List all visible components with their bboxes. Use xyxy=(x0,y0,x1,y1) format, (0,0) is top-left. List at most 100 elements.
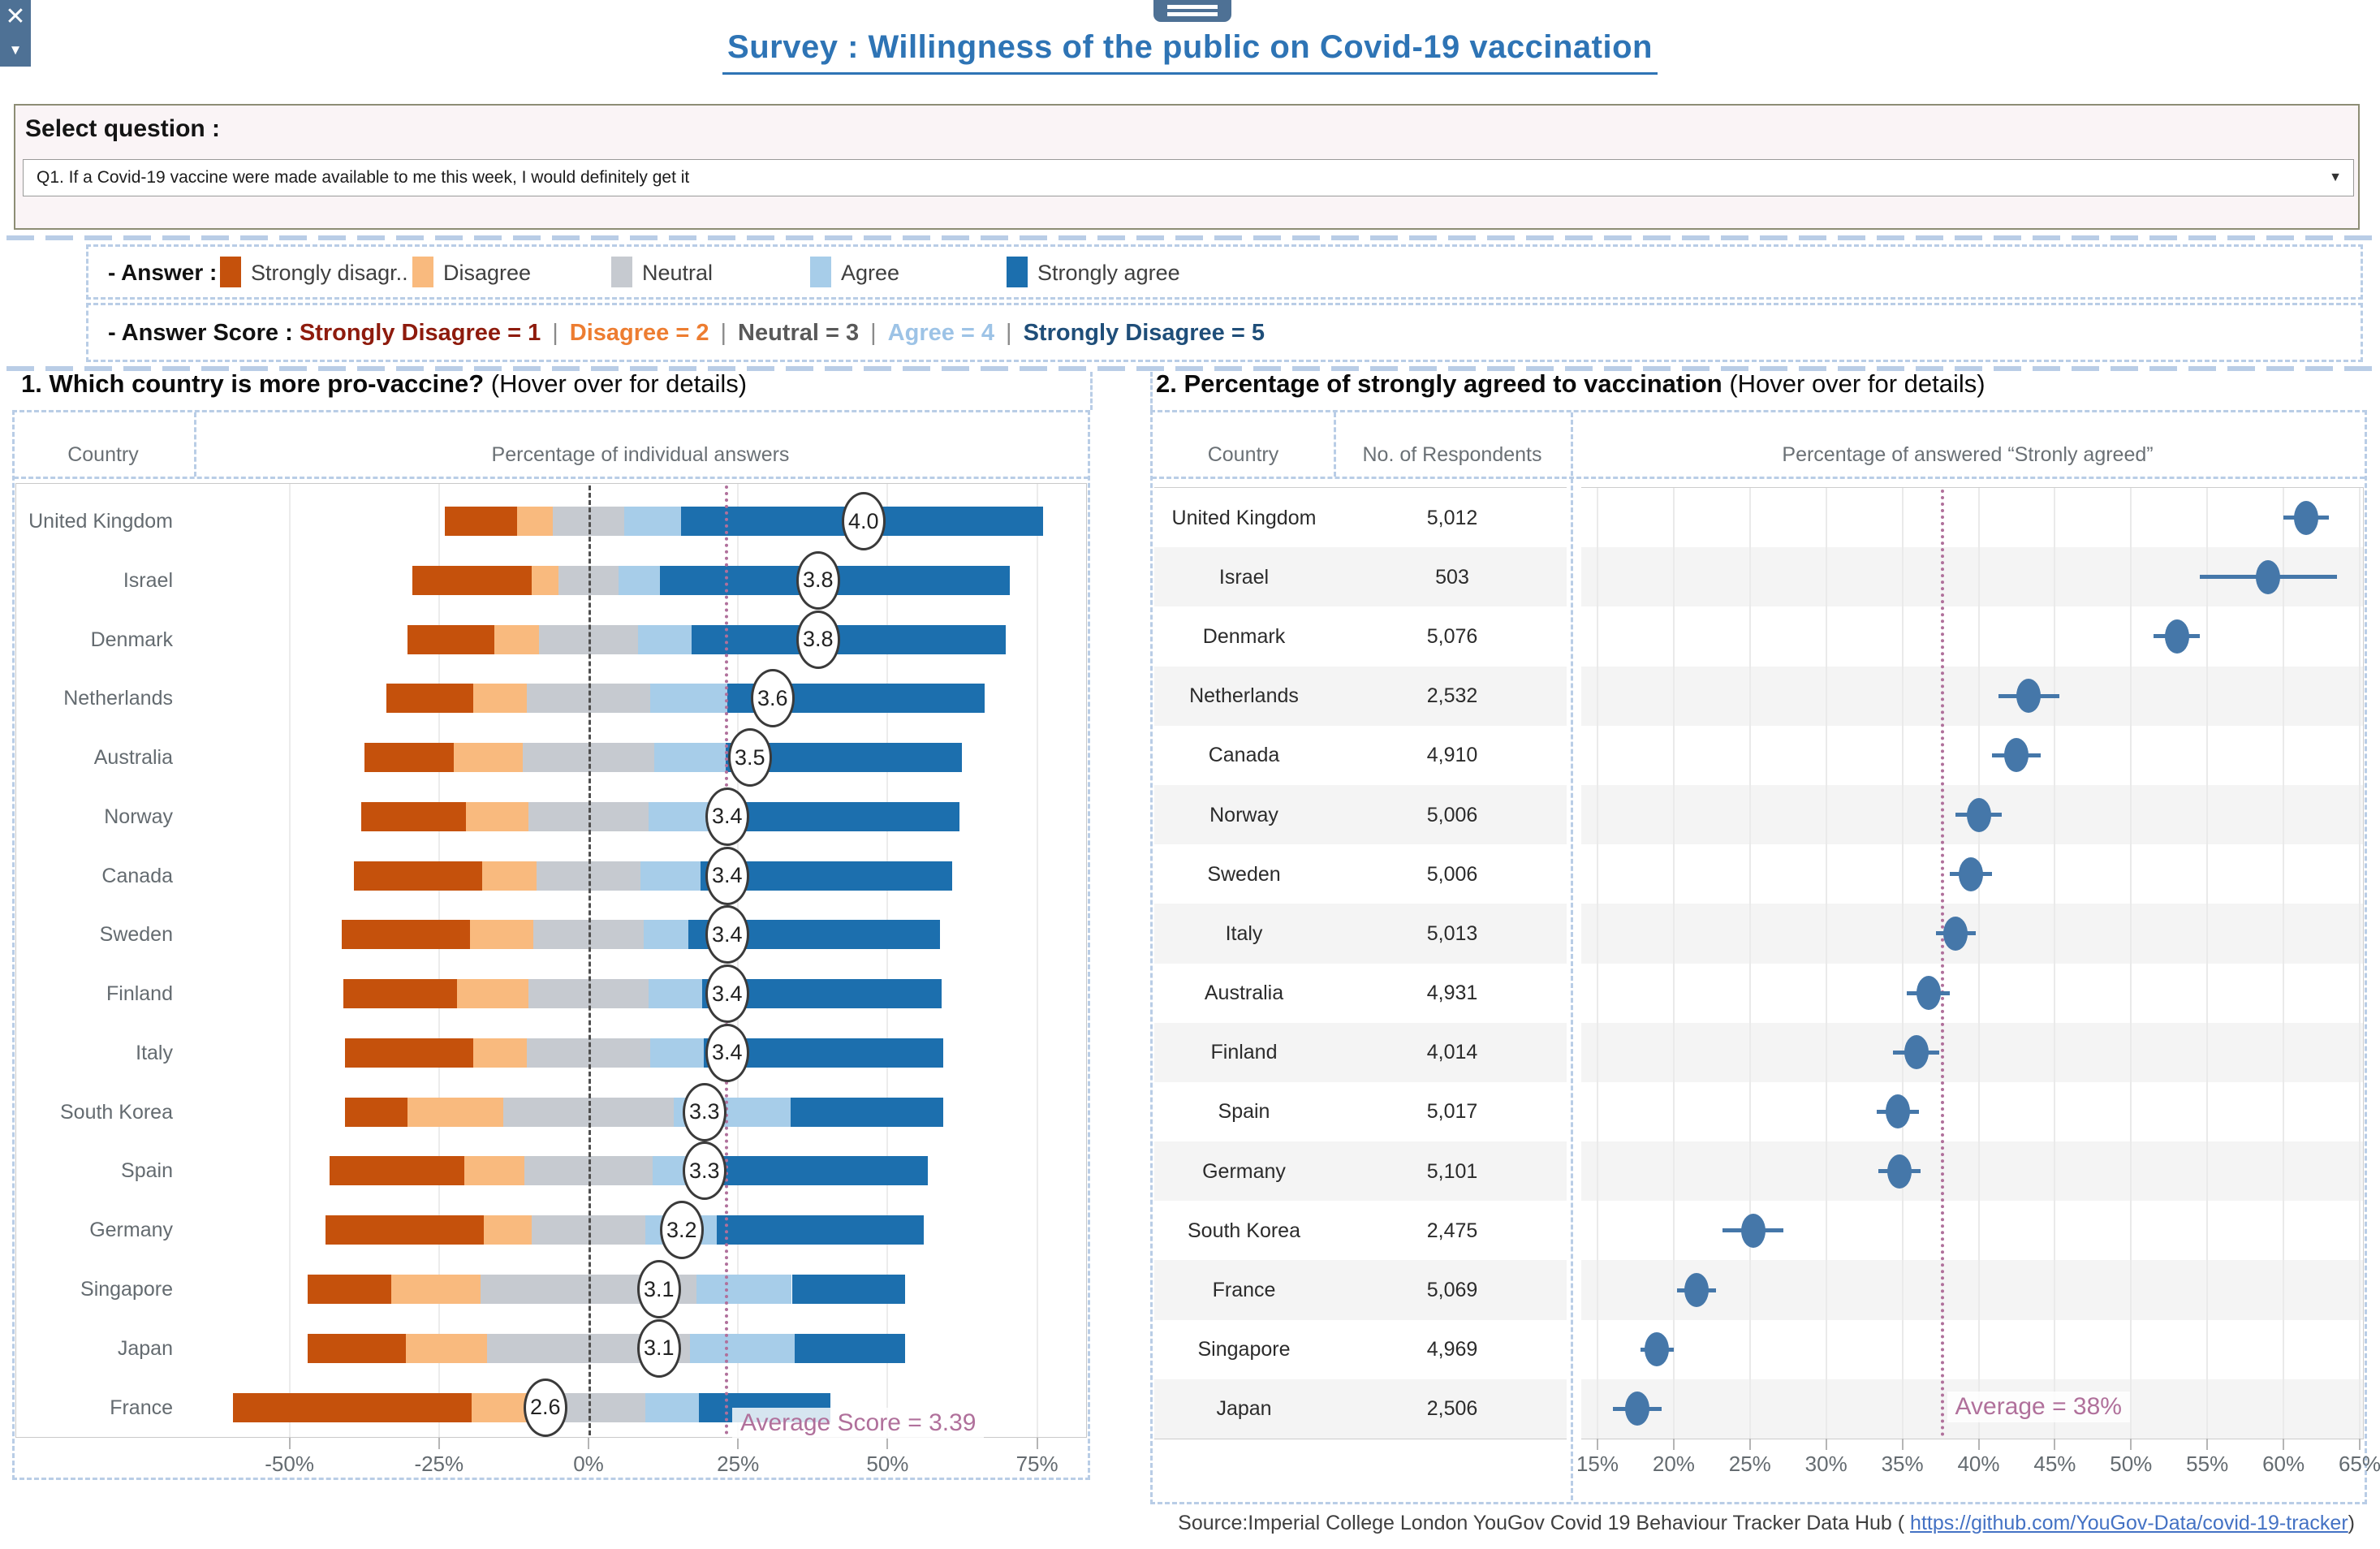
bar-segment-agree[interactable] xyxy=(640,861,701,891)
data-point[interactable] xyxy=(2294,500,2319,535)
data-point[interactable] xyxy=(1959,856,1984,891)
bar-segment-neutral[interactable] xyxy=(522,743,655,773)
bar-segment-disagree[interactable] xyxy=(484,1215,532,1245)
bar-segment-disagree[interactable] xyxy=(407,1097,503,1127)
bar-segment-disagree[interactable] xyxy=(456,979,529,1009)
score-badge[interactable]: 3.3 xyxy=(682,1082,727,1141)
bar-segment-disagree[interactable] xyxy=(406,1333,487,1363)
legend-swatch-4[interactable] xyxy=(810,257,831,287)
bar-segment-disagree[interactable] xyxy=(465,801,529,831)
score-badge[interactable]: 3.8 xyxy=(795,550,840,610)
bar-segment-strongly-disagree[interactable] xyxy=(445,507,517,536)
bar-segment-strongly-disagree[interactable] xyxy=(342,920,471,950)
bar-segment-neutral[interactable] xyxy=(532,1215,645,1245)
data-point[interactable] xyxy=(1904,1035,1929,1070)
bar-segment-disagree[interactable] xyxy=(464,1156,524,1186)
bar-segment-strongly-agree[interactable] xyxy=(795,1333,906,1363)
bar-segment-disagree[interactable] xyxy=(532,565,559,595)
chevron-down-icon[interactable]: ▼ xyxy=(0,39,31,62)
bar-segment-disagree[interactable] xyxy=(454,743,523,773)
score-badge[interactable]: 3.4 xyxy=(705,964,749,1024)
bar-segment-agree[interactable] xyxy=(649,1038,704,1068)
bar-segment-strongly-disagree[interactable] xyxy=(325,1215,485,1245)
bar-segment-strongly-agree[interactable] xyxy=(791,1275,906,1304)
bar-segment-neutral[interactable] xyxy=(528,979,649,1009)
score-badge[interactable]: 3.5 xyxy=(727,728,772,787)
bar-segment-strongly-disagree[interactable] xyxy=(330,1156,465,1186)
data-point[interactable] xyxy=(1740,1213,1766,1248)
bar-segment-strongly-disagree[interactable] xyxy=(353,861,483,891)
score-badge[interactable]: 3.4 xyxy=(705,787,749,846)
bar-segment-agree[interactable] xyxy=(624,507,682,536)
data-point[interactable] xyxy=(1916,976,1941,1011)
bar-segment-agree[interactable] xyxy=(644,920,689,950)
bar-segment-agree[interactable] xyxy=(618,565,661,595)
bar-segment-strongly-agree[interactable] xyxy=(692,624,1006,654)
bar-segment-strongly-disagree[interactable] xyxy=(361,801,466,831)
bar-segment-neutral[interactable] xyxy=(527,684,650,714)
bar-segment-neutral[interactable] xyxy=(558,565,619,595)
data-point[interactable] xyxy=(2016,679,2042,714)
data-point[interactable] xyxy=(2164,619,2189,654)
data-point[interactable] xyxy=(1645,1332,1670,1367)
score-badge[interactable]: 3.4 xyxy=(705,905,749,964)
score-badge[interactable]: 3.4 xyxy=(705,846,749,905)
bar-segment-strongly-disagree[interactable] xyxy=(343,979,457,1009)
bar-segment-strongly-agree[interactable] xyxy=(717,1215,924,1245)
bar-segment-disagree[interactable] xyxy=(390,1275,481,1304)
bar-segment-strongly-agree[interactable] xyxy=(722,801,959,831)
bar-segment-agree[interactable] xyxy=(648,979,702,1009)
bar-segment-strongly-agree[interactable] xyxy=(718,1156,929,1186)
bar-segment-agree[interactable] xyxy=(654,743,727,773)
bar-segment-neutral[interactable] xyxy=(539,624,638,654)
close-icon[interactable]: ✕ xyxy=(0,2,31,32)
bar-segment-strongly-disagree[interactable] xyxy=(344,1038,474,1068)
bar-segment-disagree[interactable] xyxy=(473,1038,528,1068)
question-dropdown[interactable]: Q1. If a Covid-19 vaccine were made avai… xyxy=(23,159,2354,196)
legend-swatch-5[interactable] xyxy=(1007,257,1028,287)
bar-segment-strongly-disagree[interactable] xyxy=(307,1333,407,1363)
bar-segment-agree[interactable] xyxy=(696,1275,792,1304)
bar-segment-agree[interactable] xyxy=(649,684,728,714)
bar-segment-strongly-disagree[interactable] xyxy=(232,1392,472,1422)
score-badge[interactable]: 3.3 xyxy=(682,1141,727,1201)
bar-segment-disagree[interactable] xyxy=(516,507,553,536)
bar-segment-disagree[interactable] xyxy=(470,920,533,950)
bar-segment-disagree[interactable] xyxy=(494,624,540,654)
score-badge[interactable]: 3.8 xyxy=(795,610,840,669)
score-badge[interactable]: 3.1 xyxy=(636,1318,681,1378)
data-point[interactable] xyxy=(1624,1392,1649,1426)
drag-grip-icon[interactable] xyxy=(1153,0,1231,22)
data-point[interactable] xyxy=(2256,559,2281,594)
bar-segment-agree[interactable] xyxy=(637,624,692,654)
score-badge[interactable]: 3.1 xyxy=(636,1260,681,1318)
bar-segment-disagree[interactable] xyxy=(472,1392,532,1422)
bar-segment-neutral[interactable] xyxy=(536,861,641,891)
bar-segment-disagree[interactable] xyxy=(473,684,528,714)
score-badge[interactable]: 4.0 xyxy=(841,492,886,550)
legend-swatch-1[interactable] xyxy=(220,257,241,287)
data-point[interactable] xyxy=(1943,916,1968,951)
bar-segment-disagree[interactable] xyxy=(482,861,537,891)
bar-segment-strongly-disagree[interactable] xyxy=(364,743,455,773)
data-point[interactable] xyxy=(1885,1094,1910,1129)
source-link[interactable]: https://github.com/YouGov-Data/covid-19-… xyxy=(1910,1512,2348,1534)
score-badge[interactable]: 3.6 xyxy=(750,669,795,728)
legend-swatch-3[interactable] xyxy=(611,257,632,287)
bar-segment-neutral[interactable] xyxy=(503,1097,674,1127)
bar-segment-strongly-disagree[interactable] xyxy=(412,565,532,595)
bar-segment-strongly-disagree[interactable] xyxy=(386,684,474,714)
data-point[interactable] xyxy=(1684,1273,1710,1308)
bar-segment-neutral[interactable] xyxy=(552,507,625,536)
bar-segment-strongly-disagree[interactable] xyxy=(344,1097,408,1127)
score-badge[interactable]: 3.4 xyxy=(705,1023,749,1082)
bar-segment-strongly-agree[interactable] xyxy=(790,1097,943,1127)
bar-segment-strongly-disagree[interactable] xyxy=(307,1275,391,1304)
data-point[interactable] xyxy=(1886,1154,1912,1189)
data-point[interactable] xyxy=(2004,738,2029,773)
bar-segment-neutral[interactable] xyxy=(532,920,645,950)
bar-segment-neutral[interactable] xyxy=(528,801,649,831)
legend-swatch-2[interactable] xyxy=(412,257,433,287)
score-badge[interactable]: 2.6 xyxy=(523,1378,567,1437)
data-point[interactable] xyxy=(1966,797,1991,832)
